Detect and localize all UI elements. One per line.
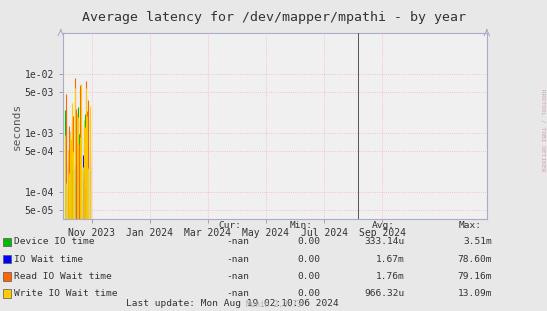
Text: Cur:: Cur: [218,221,241,230]
Text: 13.09m: 13.09m [458,289,492,298]
Text: -nan: -nan [226,289,249,298]
Text: Min:: Min: [289,221,312,230]
Text: RRDTOOL / TOBI OETIKER: RRDTOOL / TOBI OETIKER [541,89,546,172]
Text: Write IO Wait time: Write IO Wait time [14,289,117,298]
Text: -nan: -nan [226,272,249,281]
Text: Avg:: Avg: [371,221,394,230]
Text: 79.16m: 79.16m [458,272,492,281]
Text: Munin 2.0.73: Munin 2.0.73 [246,300,301,309]
Text: 1.67m: 1.67m [376,255,405,263]
Text: 3.51m: 3.51m [463,238,492,246]
Text: 78.60m: 78.60m [458,255,492,263]
Text: IO Wait time: IO Wait time [14,255,83,263]
Text: -nan: -nan [226,255,249,263]
Text: 333.14u: 333.14u [364,238,405,246]
Text: Max:: Max: [459,221,482,230]
Text: -nan: -nan [226,238,249,246]
Text: 0.00: 0.00 [297,289,320,298]
Text: Read IO Wait time: Read IO Wait time [14,272,112,281]
Text: Last update: Mon Aug 19 02:10:06 2024: Last update: Mon Aug 19 02:10:06 2024 [126,299,339,308]
Text: 0.00: 0.00 [297,238,320,246]
Text: 1.76m: 1.76m [376,272,405,281]
Text: Average latency for /dev/mapper/mpathi - by year: Average latency for /dev/mapper/mpathi -… [82,11,465,24]
Text: Device IO time: Device IO time [14,238,94,246]
Y-axis label: seconds: seconds [11,102,22,150]
Text: 0.00: 0.00 [297,255,320,263]
Text: 0.00: 0.00 [297,272,320,281]
Text: 966.32u: 966.32u [364,289,405,298]
